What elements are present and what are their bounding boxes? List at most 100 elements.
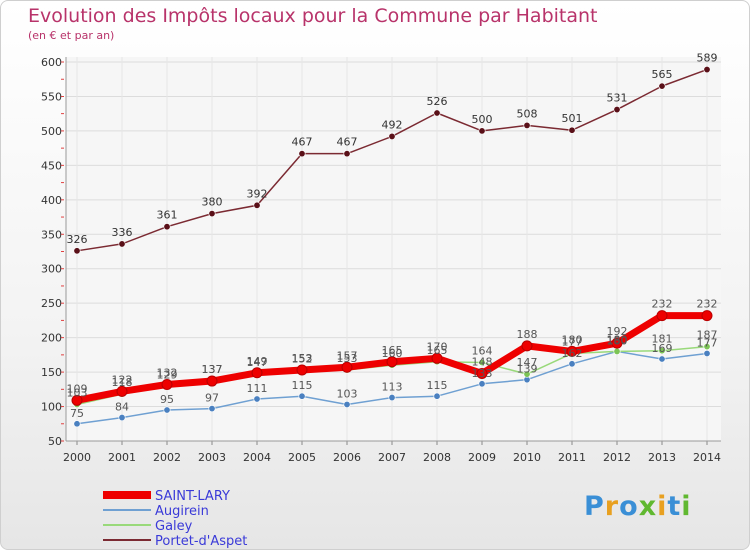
x-tick-label: 2006 [333, 451, 361, 464]
data-point [386, 356, 398, 368]
data-label: 192 [607, 325, 628, 338]
data-label: 181 [652, 333, 673, 346]
data-point [478, 358, 486, 366]
legend-label: Galey [155, 519, 193, 534]
legend-label: Portet-d'Aspet [155, 534, 247, 549]
data-label: 531 [607, 92, 628, 105]
x-tick-label: 2000 [63, 451, 91, 464]
data-label: 169 [652, 342, 673, 355]
data-point [478, 380, 486, 388]
data-point [566, 345, 578, 357]
data-label: 129 [157, 369, 178, 382]
data-label: 149 [247, 355, 268, 368]
x-tick-label: 2008 [423, 451, 451, 464]
data-point [343, 400, 351, 408]
data-point [341, 361, 353, 373]
y-tick-label: 450 [41, 159, 62, 172]
data-label: 162 [562, 347, 583, 360]
y-tick-label: 200 [41, 332, 62, 345]
data-label: 75 [70, 407, 84, 420]
plot-area [66, 57, 721, 441]
data-label: 361 [157, 209, 178, 222]
y-tick-label: 350 [41, 228, 62, 241]
data-point [611, 337, 623, 349]
data-label: 188 [517, 328, 538, 341]
data-label: 147 [517, 356, 538, 369]
data-label: 501 [562, 112, 583, 125]
data-point [298, 150, 306, 158]
x-tick-label: 2002 [153, 451, 181, 464]
data-label: 232 [652, 298, 673, 311]
data-label: 95 [160, 393, 174, 406]
data-label: 147 [247, 356, 268, 369]
data-label: 187 [697, 329, 718, 342]
data-label: 148 [472, 355, 493, 368]
x-tick-label: 2007 [378, 451, 406, 464]
y-tick-label: 300 [41, 263, 62, 276]
data-point [658, 347, 666, 355]
data-label: 115 [427, 379, 448, 392]
data-label: 137 [202, 363, 223, 376]
data-label: 467 [292, 136, 313, 149]
series-augirein [73, 347, 711, 428]
data-label: 113 [382, 381, 403, 394]
x-tick-label: 2012 [603, 451, 631, 464]
data-point [701, 310, 713, 322]
data-label: 122 [112, 373, 133, 386]
y-tick-label: 50 [48, 435, 62, 448]
data-label: 170 [427, 340, 448, 353]
data-label: 508 [517, 107, 538, 120]
data-point [613, 106, 621, 114]
data-label: 84 [115, 401, 129, 414]
data-point [613, 347, 621, 355]
data-label: 177 [562, 335, 583, 348]
data-label: 115 [292, 379, 313, 392]
data-point [656, 310, 668, 322]
data-label: 160 [382, 347, 403, 360]
data-point [568, 126, 576, 134]
series-portet-d-aspet [73, 66, 711, 255]
data-point [253, 395, 261, 403]
data-label: 232 [697, 298, 718, 311]
chart-subtitle: (en € et par an) [28, 29, 115, 42]
y-tick-label: 500 [41, 125, 62, 138]
data-label: 467 [337, 136, 358, 149]
data-point [116, 385, 128, 397]
data-point [251, 367, 263, 379]
data-point [388, 394, 396, 402]
data-label: 139 [517, 363, 538, 376]
data-label: 492 [382, 118, 403, 131]
data-label: 165 [427, 344, 448, 357]
data-label: 180 [607, 333, 628, 346]
data-label: 336 [112, 226, 133, 239]
data-point [388, 132, 396, 140]
data-label: 500 [472, 113, 493, 126]
data-label: 326 [67, 233, 88, 246]
data-label: 111 [247, 382, 268, 395]
legend-label: SAINT-LARY [155, 489, 230, 504]
data-point [523, 121, 531, 129]
data-point [703, 349, 711, 357]
data-point [431, 352, 443, 364]
proxiti-logo: Proxiti [584, 491, 692, 522]
y-tick-label: 100 [41, 401, 62, 414]
data-label: 380 [202, 196, 223, 209]
data-point [521, 340, 533, 352]
x-tick-label: 2003 [198, 451, 226, 464]
data-label: 103 [337, 387, 358, 400]
data-point [296, 364, 308, 376]
x-tick-label: 2014 [693, 451, 721, 464]
data-point [568, 360, 576, 368]
data-point [658, 355, 666, 363]
x-tick-label: 2004 [243, 451, 271, 464]
series-saint-lary [71, 310, 713, 406]
data-label: 137 [202, 363, 223, 376]
data-label: 133 [472, 367, 493, 380]
data-label: 109 [67, 382, 88, 395]
x-tick-label: 2009 [468, 451, 496, 464]
data-label: 103 [67, 386, 88, 399]
data-point [163, 223, 171, 231]
data-label: 180 [607, 334, 628, 347]
